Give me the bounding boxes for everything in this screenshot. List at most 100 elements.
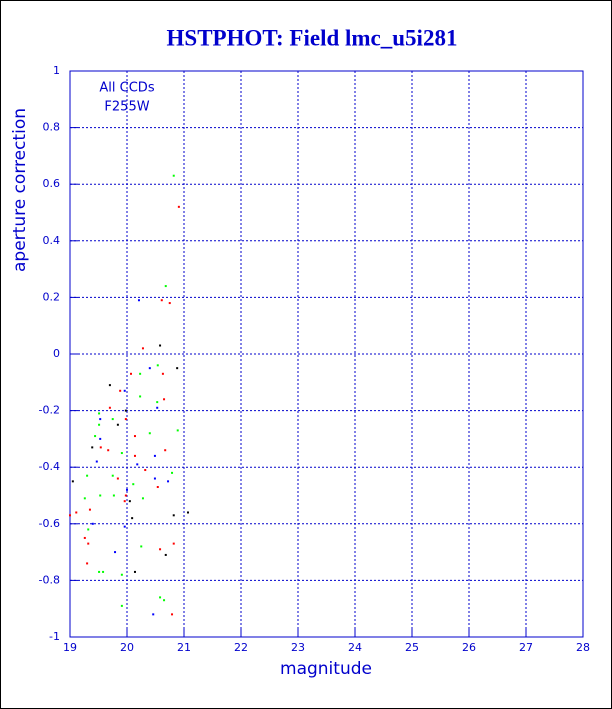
point — [114, 551, 117, 554]
point — [111, 474, 114, 477]
point — [99, 446, 102, 449]
point — [139, 395, 142, 398]
point — [83, 536, 86, 539]
y-tick-label: 0 — [53, 347, 60, 360]
x-tick-label: 19 — [63, 641, 77, 654]
point — [102, 570, 105, 573]
y-tick-label: 0.6 — [43, 177, 61, 190]
point — [107, 449, 110, 452]
point — [136, 463, 139, 466]
point — [111, 418, 114, 421]
x-tick-label: 28 — [576, 641, 590, 654]
y-tick-label: 0.8 — [43, 121, 61, 134]
point — [119, 389, 122, 392]
point — [164, 449, 167, 452]
point — [176, 429, 179, 432]
point — [99, 437, 102, 440]
point — [116, 423, 119, 426]
x-axis-label: magnitude — [280, 659, 372, 679]
point — [123, 389, 126, 392]
y-tick-label: -0.6 — [39, 517, 60, 530]
point — [156, 401, 159, 404]
x-tick-label: 24 — [348, 641, 362, 654]
point — [108, 406, 111, 409]
point — [99, 494, 102, 497]
point — [91, 446, 94, 449]
point — [141, 497, 144, 500]
point — [124, 418, 127, 421]
point — [88, 508, 91, 511]
y-tick-label: -1 — [49, 630, 60, 643]
point — [148, 432, 151, 435]
x-tick-label: 27 — [519, 641, 533, 654]
point — [172, 174, 175, 177]
point — [86, 562, 89, 565]
point — [95, 460, 98, 463]
point — [167, 480, 170, 483]
chart-title: HSTPHOT: Field lmc_u5i281 — [167, 25, 458, 50]
point — [156, 364, 159, 367]
point — [141, 347, 144, 350]
point — [116, 477, 119, 480]
point — [159, 344, 162, 347]
y-axis-label: aperture correction — [10, 108, 30, 272]
point — [87, 542, 90, 545]
point — [87, 528, 90, 531]
point — [152, 613, 155, 616]
point — [120, 604, 123, 607]
point — [144, 469, 147, 472]
point — [69, 514, 71, 517]
point — [177, 205, 180, 208]
point — [123, 500, 126, 503]
point — [137, 299, 140, 302]
x-tick-label: 20 — [120, 641, 134, 654]
point — [91, 522, 94, 525]
point — [98, 570, 101, 573]
point — [112, 494, 115, 497]
point — [126, 488, 128, 491]
point — [133, 454, 136, 457]
y-tick-label: 0.4 — [43, 234, 61, 247]
point — [132, 483, 135, 486]
plot-frame — [69, 70, 584, 638]
y-tick-label: -0.8 — [39, 573, 60, 586]
point — [129, 372, 132, 375]
point — [94, 435, 97, 438]
point — [156, 486, 159, 489]
point — [71, 480, 74, 483]
point — [160, 299, 163, 302]
point — [159, 548, 162, 551]
y-tick-label: -0.2 — [39, 404, 60, 417]
y-tick-label: -0.4 — [39, 460, 60, 473]
point — [99, 418, 102, 421]
point — [120, 452, 123, 455]
point — [156, 406, 159, 409]
point — [133, 570, 136, 573]
point — [98, 412, 101, 415]
point — [120, 573, 123, 576]
point — [171, 471, 174, 474]
point — [124, 494, 127, 497]
x-tick-label: 23 — [291, 641, 305, 654]
point — [98, 423, 101, 426]
point — [140, 545, 143, 548]
point — [108, 384, 111, 387]
y-tick-label: 1 — [53, 64, 60, 77]
point — [186, 511, 189, 514]
x-tick-label: 22 — [234, 641, 248, 654]
point — [148, 367, 151, 370]
point — [163, 398, 166, 401]
point — [128, 500, 131, 503]
y-tick-label: 0.2 — [43, 290, 61, 303]
point — [164, 553, 167, 556]
point — [133, 435, 136, 438]
point — [163, 599, 166, 602]
point — [83, 497, 86, 500]
point — [164, 285, 167, 288]
point — [159, 596, 162, 599]
x-tick-label: 26 — [462, 641, 476, 654]
point — [172, 514, 175, 517]
point — [161, 372, 164, 375]
